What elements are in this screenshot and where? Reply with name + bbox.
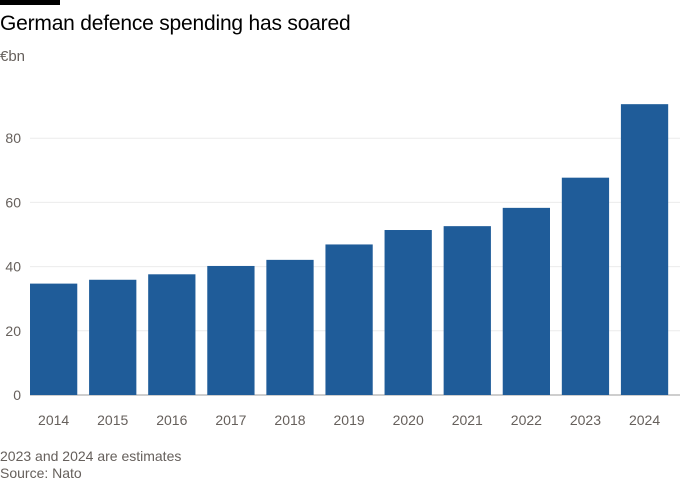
bar-2020 <box>384 230 432 395</box>
bar-2015 <box>89 279 137 395</box>
bars <box>30 104 669 396</box>
bar-2018 <box>266 259 314 395</box>
x-tick-label: 2022 <box>511 412 542 428</box>
x-tick-label: 2015 <box>97 412 128 428</box>
x-axis-ticks: 2014 2015 2016 2017 2018 2019 2020 2021 2022 2023… <box>38 412 660 428</box>
bar-2017 <box>207 265 255 395</box>
bar-2019 <box>325 244 373 395</box>
y-axis-unit-label: €bn <box>0 48 26 65</box>
bar-2014 <box>30 283 78 395</box>
y-tick-label: 80 <box>5 130 21 146</box>
x-tick-label: 2024 <box>629 412 660 428</box>
x-tick-label: 2020 <box>393 412 424 428</box>
bar-2022 <box>502 207 550 395</box>
y-tick-label: 0 <box>13 387 21 403</box>
y-tick-label: 20 <box>5 323 21 339</box>
x-tick-label: 2014 <box>38 412 69 428</box>
y-tick-label: 60 <box>5 194 21 210</box>
chart-title: German defence spending has soared <box>0 12 351 35</box>
source-note: Source: Nato <box>0 465 82 481</box>
estimate-note: 2023 and 2024 are estimates <box>0 448 182 464</box>
bar-2016 <box>148 274 196 395</box>
x-tick-label: 2023 <box>570 412 601 428</box>
x-tick-label: 2016 <box>156 412 187 428</box>
x-tick-label: 2019 <box>334 412 365 428</box>
bar-2021 <box>443 226 491 395</box>
brand-top-bar <box>0 0 60 5</box>
bar-2024 <box>620 104 669 396</box>
y-axis-ticks: 0 20 40 60 80 <box>5 130 21 403</box>
bar-2023 <box>561 177 610 395</box>
x-tick-label: 2017 <box>215 412 246 428</box>
x-tick-label: 2021 <box>452 412 483 428</box>
x-tick-label: 2018 <box>274 412 305 428</box>
y-tick-label: 40 <box>5 259 21 275</box>
